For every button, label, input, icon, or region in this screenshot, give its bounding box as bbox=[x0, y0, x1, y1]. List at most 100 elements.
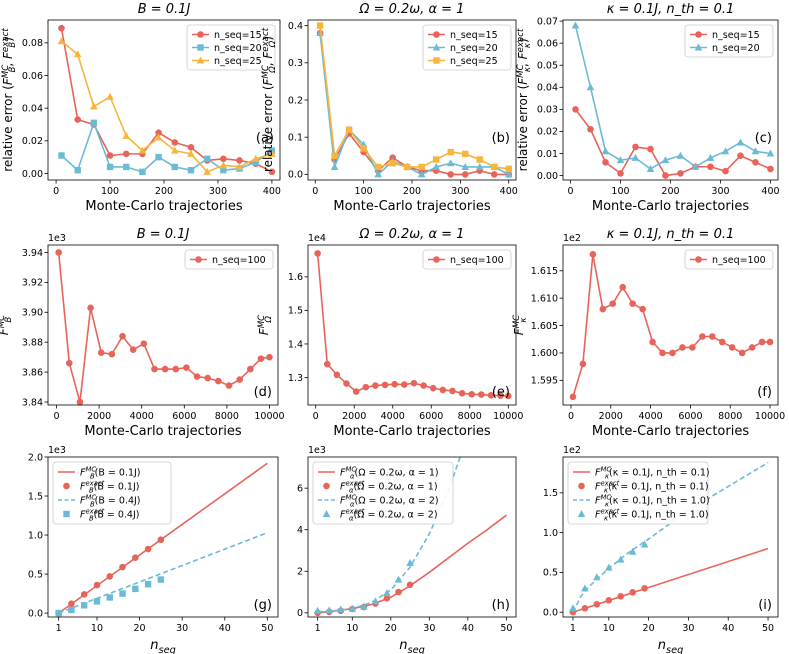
data-point-1-7 bbox=[417, 170, 426, 178]
data-point-3-5 bbox=[628, 547, 637, 555]
series-group bbox=[55, 249, 273, 405]
x-tick-label: 100 bbox=[101, 186, 119, 197]
data-point-1-6 bbox=[155, 153, 162, 161]
x-axis-label: Monte-Carlo trajectories bbox=[333, 424, 490, 439]
data-point-0-10 bbox=[410, 379, 418, 387]
data-point-0-18 bbox=[487, 391, 495, 399]
y-tick-label: 3.84 bbox=[22, 397, 43, 408]
data-point-0-10 bbox=[669, 349, 676, 357]
data-point-1-11 bbox=[736, 138, 745, 146]
data-point-0-15 bbox=[458, 389, 466, 397]
y-tick-label: 0.02 bbox=[22, 136, 43, 147]
data-point-0-0 bbox=[314, 250, 321, 257]
x-tick-label: 200 bbox=[661, 186, 679, 197]
data-point-1-4 bbox=[123, 163, 130, 171]
series-group bbox=[571, 21, 775, 179]
x-tick-label: 8000 bbox=[215, 411, 239, 422]
data-point-1-4 bbox=[374, 170, 382, 178]
data-point-0-2 bbox=[602, 159, 609, 166]
legend-entry-2: n_seq=25 bbox=[450, 56, 498, 67]
data-point-0-3 bbox=[106, 152, 114, 159]
data-point-1-2 bbox=[593, 600, 601, 608]
data-point-0-17 bbox=[478, 391, 485, 398]
data-point-0-19 bbox=[497, 392, 504, 399]
data-point-0-2 bbox=[76, 398, 84, 405]
data-point-0-5 bbox=[108, 350, 116, 358]
svg-text:n_seq=100: n_seq=100 bbox=[712, 255, 766, 266]
panel-2: 0 100 200 300 400 0.00 0.01 0.02 0.03 0.04 0.05 0.0… bbox=[516, 2, 780, 214]
x-axis-label: Monte-Carlo trajectories bbox=[333, 199, 490, 214]
x-tick-label: 200 bbox=[403, 186, 421, 197]
data-point-2-2 bbox=[90, 102, 98, 110]
data-point-1-7 bbox=[171, 163, 178, 171]
data-point-1-3 bbox=[605, 596, 613, 604]
data-point-1-7 bbox=[676, 151, 685, 159]
data-point-1-4 bbox=[617, 593, 625, 600]
data-point-3-7 bbox=[394, 575, 403, 583]
panel-tag: (i) bbox=[758, 598, 772, 613]
legend-marker-0 bbox=[433, 31, 440, 38]
data-point-0-1 bbox=[65, 359, 73, 367]
x-axis-label: nseq bbox=[658, 638, 684, 654]
data-point-1-0 bbox=[58, 152, 65, 159]
data-point-0-16 bbox=[468, 390, 476, 398]
legend-entry-2: n_seq=25 bbox=[214, 56, 262, 67]
y-tick-label: 0.02 bbox=[537, 127, 558, 138]
axes-frame bbox=[562, 244, 779, 406]
x-tick-label: 40 bbox=[462, 623, 474, 634]
x-tick-label: 10000 bbox=[254, 411, 284, 422]
y-tick-label: 2.0 bbox=[28, 452, 43, 463]
x-tick-label: 1 bbox=[315, 623, 321, 634]
data-point-0-16 bbox=[728, 344, 736, 351]
data-point-1-6 bbox=[132, 554, 139, 561]
data-point-1-1 bbox=[581, 604, 589, 612]
data-point-0-5 bbox=[362, 383, 370, 391]
data-point-1-7 bbox=[395, 588, 402, 596]
x-tick-label: 300 bbox=[209, 186, 227, 197]
data-point-1-12 bbox=[252, 158, 259, 166]
data-point-3-2 bbox=[81, 602, 88, 609]
data-point-0-9 bbox=[447, 171, 454, 178]
data-point-0-8 bbox=[187, 144, 195, 151]
series-group bbox=[569, 461, 769, 616]
svg-text:n_seq=25: n_seq=25 bbox=[450, 56, 498, 67]
data-point-2-7 bbox=[170, 146, 179, 154]
data-point-1-11 bbox=[475, 162, 484, 170]
data-point-0-4 bbox=[352, 388, 360, 395]
data-point-1-10 bbox=[220, 167, 227, 174]
data-point-2-11 bbox=[476, 156, 483, 163]
svg-text:FMCB​(B = 0.4J): FMCB​(B = 0.4J) bbox=[80, 493, 141, 508]
data-point-0-16 bbox=[225, 382, 233, 389]
x-tick-label: 0 bbox=[53, 411, 59, 422]
legend: n_seq=15 n_seq=20 n_seq=25 bbox=[186, 24, 276, 71]
y-tick-label: 0.0 bbox=[288, 170, 303, 181]
x-tick-label: 400 bbox=[263, 186, 281, 197]
x-tick-label: 10000 bbox=[755, 411, 785, 422]
legend-marker-3 bbox=[63, 510, 70, 518]
series-group bbox=[314, 250, 512, 400]
data-point-1-1 bbox=[586, 83, 595, 91]
data-point-0-14 bbox=[204, 374, 212, 382]
svg-text:Fexactκ​(κ = 0.1J, n_th = 1.0): Fexactκ​(κ = 0.1J, n_th = 1.0) bbox=[595, 507, 709, 522]
x-tick-label: 4000 bbox=[638, 411, 662, 422]
y-tick-label: 3.92 bbox=[22, 278, 43, 289]
x-axis-label: nseq bbox=[399, 638, 425, 654]
x-tick-label: 6000 bbox=[419, 411, 443, 422]
data-point-1-8 bbox=[691, 162, 700, 170]
y-tick-label: 0.0 bbox=[28, 608, 43, 619]
axes-frame bbox=[562, 456, 779, 618]
x-tick-label: 30 bbox=[682, 623, 694, 634]
panel-0: 0 100 200 300 400 0.00 0.02 0.04 0.06 0.08 B = 0.1… bbox=[1, 2, 281, 214]
data-point-0-7 bbox=[677, 170, 684, 177]
data-point-0-1 bbox=[323, 360, 331, 368]
data-point-1-5 bbox=[139, 168, 146, 176]
y-tick-label: 3.88 bbox=[22, 337, 43, 348]
data-point-0-4 bbox=[97, 349, 105, 356]
data-point-3-3 bbox=[348, 604, 357, 612]
data-point-2-0 bbox=[316, 22, 324, 29]
